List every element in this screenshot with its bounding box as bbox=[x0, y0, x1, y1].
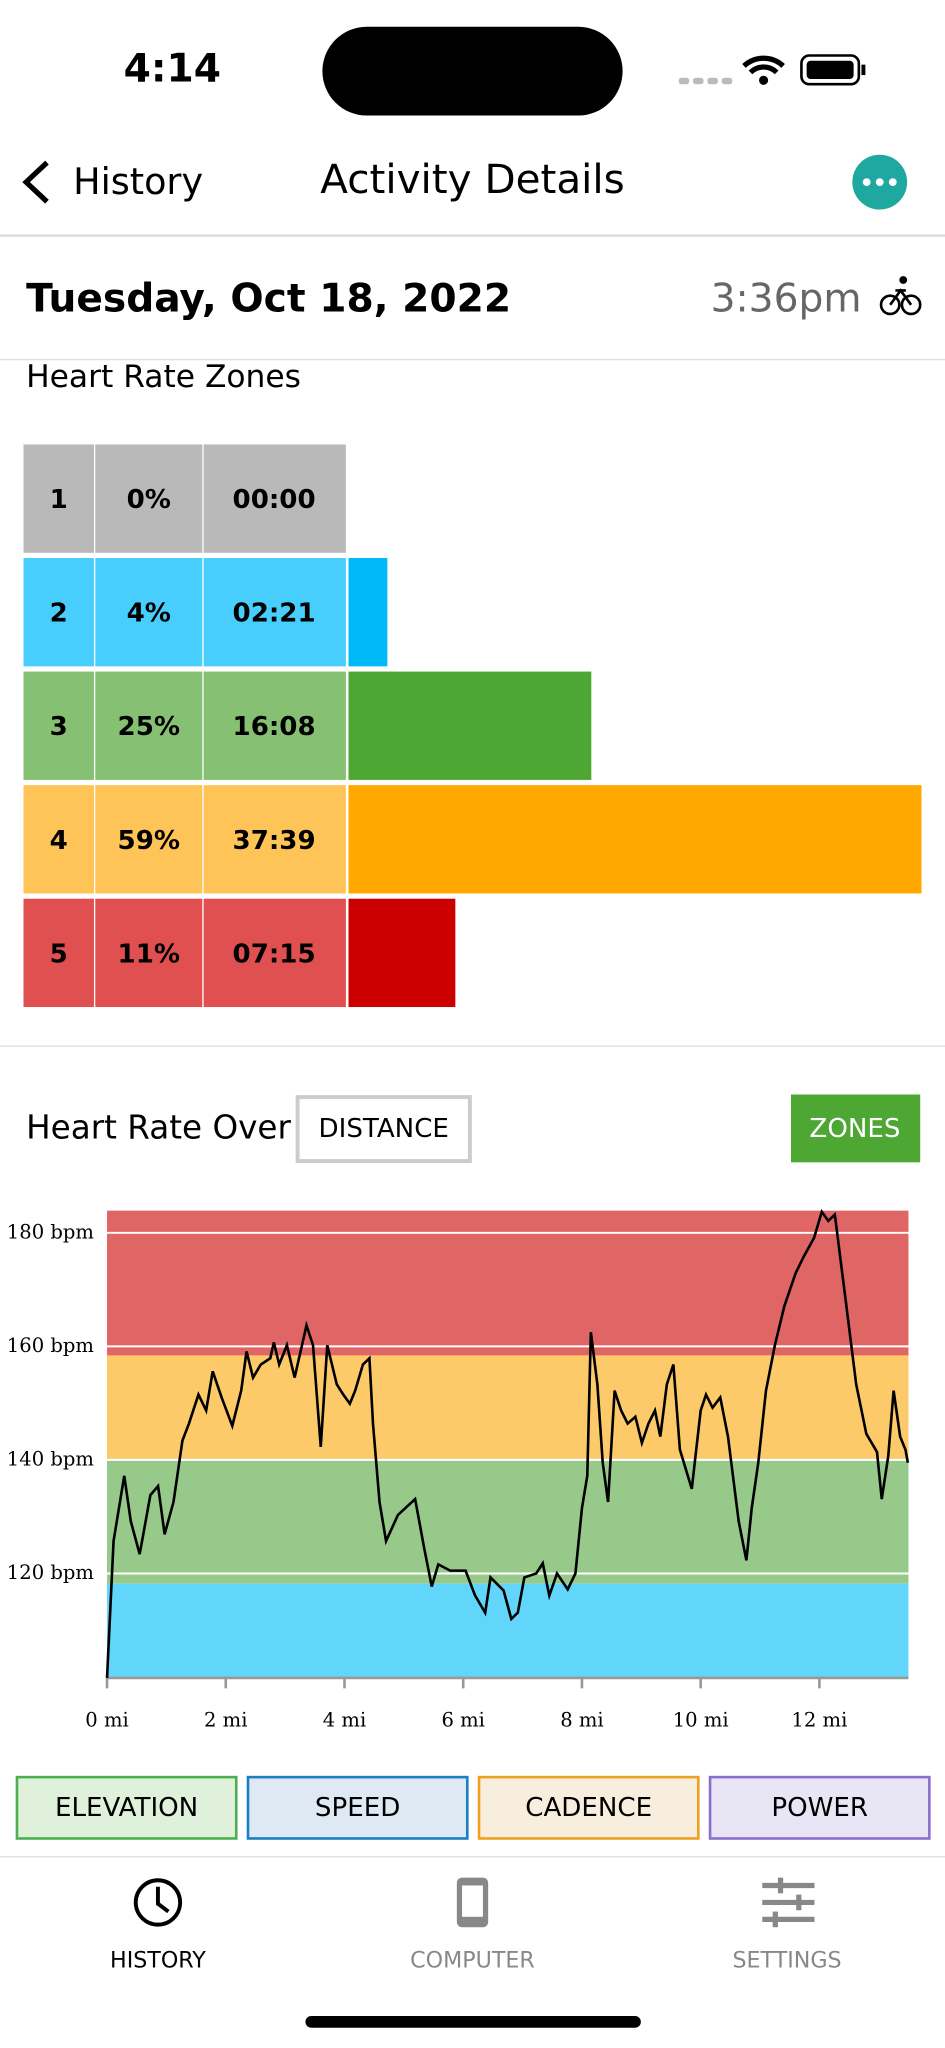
zone-cell bbox=[23, 898, 94, 1008]
x-tick-label: 2 mi bbox=[204, 1709, 247, 1732]
x-tick-label: 10 mi bbox=[673, 1709, 729, 1732]
zone-band bbox=[107, 1458, 909, 1584]
zone-bar bbox=[348, 898, 456, 1008]
heart-rate-line bbox=[105, 1208, 910, 1678]
zone-time: 37:39 bbox=[233, 826, 316, 856]
zone-time: 07:15 bbox=[233, 939, 316, 969]
zone-number: 5 bbox=[50, 939, 68, 969]
zone-number: 2 bbox=[50, 599, 68, 629]
metric-button-label: CADENCE bbox=[525, 1793, 652, 1823]
mode-button-label: ZONES bbox=[809, 1114, 900, 1144]
metric-button-label: SPEED bbox=[315, 1793, 400, 1823]
zone-bar bbox=[348, 785, 922, 894]
zone-number: 4 bbox=[50, 826, 68, 856]
metric-button-label: ELEVATION bbox=[55, 1793, 198, 1823]
metric-button-label: POWER bbox=[771, 1793, 868, 1823]
zone-cell bbox=[95, 444, 203, 553]
zone-time: 02:21 bbox=[233, 599, 316, 629]
zone-cell bbox=[203, 785, 346, 894]
status-time: 4:14 bbox=[124, 47, 221, 92]
chart-title: Heart Rate Over bbox=[26, 1109, 291, 1147]
metric-button[interactable] bbox=[477, 1775, 700, 1840]
zone-cell bbox=[23, 785, 94, 894]
activity-time: 3:36pm bbox=[711, 276, 862, 321]
section-title: Heart Rate Zones bbox=[26, 359, 301, 395]
y-tick-label: 140 bpm bbox=[7, 1447, 95, 1470]
activity-date: Tuesday, Oct 18, 2022 bbox=[26, 276, 511, 321]
zone-time: 16:08 bbox=[233, 712, 316, 742]
mode-button[interactable] bbox=[790, 1094, 921, 1163]
zone-percent: 11% bbox=[118, 939, 180, 969]
zone-bar bbox=[348, 671, 592, 780]
settings-icon bbox=[762, 1877, 815, 1928]
y-tick-label: 180 bpm bbox=[7, 1220, 95, 1243]
y-tick-label: 120 bpm bbox=[7, 1561, 95, 1584]
zone-cell bbox=[95, 785, 203, 894]
x-tick-label: 4 mi bbox=[323, 1709, 366, 1732]
history-icon bbox=[133, 1878, 183, 1927]
zone-percent: 4% bbox=[127, 599, 171, 629]
computer-icon bbox=[456, 1877, 489, 1928]
nav-title: Activity Details bbox=[320, 155, 624, 203]
x-toggle-label: DISTANCE bbox=[319, 1114, 449, 1144]
x-tick-label: 8 mi bbox=[560, 1709, 603, 1732]
zone-cell bbox=[95, 671, 203, 780]
back-label[interactable]: History bbox=[73, 160, 203, 203]
y-tick-label: 160 bpm bbox=[7, 1334, 95, 1357]
zone-cell bbox=[23, 671, 94, 780]
zone-time: 00:00 bbox=[233, 485, 316, 515]
metric-button[interactable] bbox=[246, 1775, 469, 1840]
zone-band bbox=[107, 1583, 909, 1678]
tab-label[interactable]: HISTORY bbox=[110, 1948, 206, 1974]
dynamic-island bbox=[322, 26, 623, 116]
zone-percent: 0% bbox=[127, 485, 171, 515]
zone-percent: 59% bbox=[118, 826, 180, 856]
zone-cell bbox=[203, 671, 346, 780]
x-tick-label: 12 mi bbox=[791, 1709, 847, 1732]
zone-band bbox=[107, 1210, 909, 1356]
x-toggle[interactable] bbox=[295, 1095, 472, 1164]
tab-label[interactable]: SETTINGS bbox=[732, 1948, 841, 1974]
zone-cell bbox=[95, 898, 203, 1008]
zone-cell bbox=[203, 444, 346, 553]
zone-bar bbox=[348, 558, 388, 667]
zone-cell bbox=[95, 558, 203, 667]
zone-band bbox=[107, 1355, 909, 1459]
status-icons bbox=[678, 54, 866, 86]
zone-cell bbox=[203, 898, 346, 1008]
x-tick-label: 6 mi bbox=[441, 1709, 484, 1732]
zone-cell bbox=[203, 558, 346, 667]
zone-cell bbox=[23, 558, 94, 667]
back-icon[interactable] bbox=[22, 160, 49, 204]
metric-button[interactable] bbox=[15, 1775, 238, 1840]
x-tick-label: 0 mi bbox=[85, 1709, 128, 1732]
home-indicator bbox=[305, 2015, 641, 2028]
metric-button[interactable] bbox=[708, 1775, 931, 1840]
zone-number: 3 bbox=[50, 712, 68, 742]
bike-icon bbox=[879, 276, 922, 316]
tab-label[interactable]: COMPUTER bbox=[410, 1948, 535, 1974]
zone-percent: 25% bbox=[118, 712, 180, 742]
zone-number: 1 bbox=[50, 485, 68, 515]
zone-cell bbox=[23, 444, 94, 553]
